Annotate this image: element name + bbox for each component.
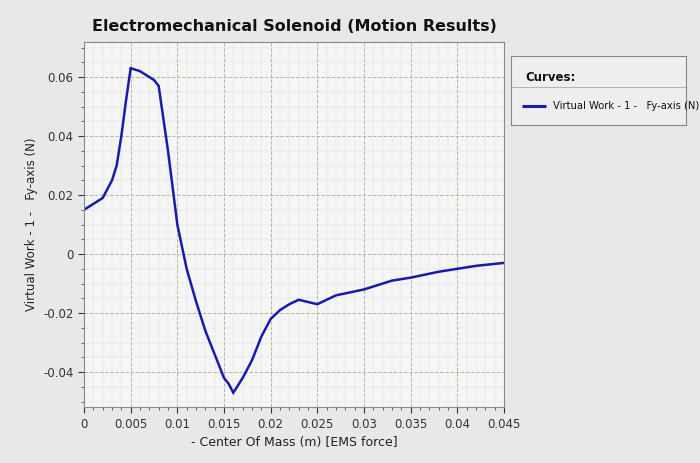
X-axis label: - Center Of Mass (m) [EMS force]: - Center Of Mass (m) [EMS force] <box>190 437 398 450</box>
Title: Electromechanical Solenoid (Motion Results): Electromechanical Solenoid (Motion Resul… <box>92 19 496 33</box>
Text: Curves:: Curves: <box>525 71 575 84</box>
Y-axis label: Virtual Work - 1 -   Fy-axis (N): Virtual Work - 1 - Fy-axis (N) <box>25 138 38 311</box>
Text: Virtual Work - 1 -   Fy-axis (N): Virtual Work - 1 - Fy-axis (N) <box>553 100 699 111</box>
